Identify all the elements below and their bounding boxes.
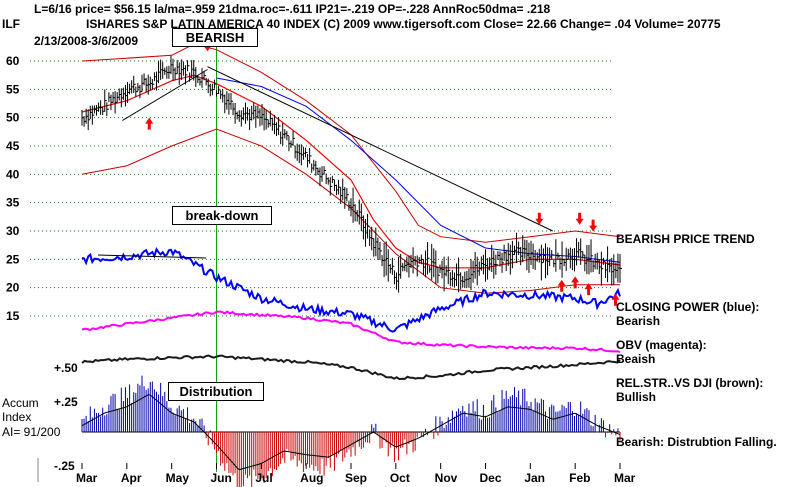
x-tick-label: Apr [121, 471, 142, 485]
minus25-label: -.25 [54, 459, 75, 473]
x-tick-label: Jul [255, 471, 272, 485]
buy-arrow-0 [145, 117, 154, 130]
y-tick-label: 40 [6, 167, 20, 181]
sell-arrow-1 [535, 212, 544, 225]
accum-ai: AI= 91/200 [2, 425, 61, 439]
x-tick-label: Jan [524, 471, 545, 485]
y-tick-label: 50 [6, 111, 20, 125]
distribution-box: Distribution [168, 382, 264, 401]
buy-arrow-4 [611, 293, 620, 306]
x-tick-label: Mar [614, 471, 636, 485]
chart-title: ISHARES S&P LATIN AMERICA 40 INDEX (C) 2… [86, 17, 721, 31]
x-tick-label: Feb [569, 471, 590, 485]
symbol-label: ILF [2, 17, 20, 31]
x-tick-label: Mar [76, 471, 98, 485]
price-trend-label: BEARISH PRICE TREND [616, 232, 755, 246]
relstr-label: REL.STR..VS DJI (brown): [616, 376, 764, 390]
x-tick-label: Jun [211, 471, 232, 485]
y-tick-label: 15 [6, 309, 20, 323]
x-tick-label: Dec [480, 471, 502, 485]
date-range: 2/13/2008-3/6/2009 [34, 34, 139, 48]
sell-arrow-2 [575, 212, 584, 225]
grid-layer [30, 45, 612, 472]
sell-arrow-3 [589, 219, 598, 232]
trendline-1 [207, 66, 553, 232]
closing-power-label: CLOSING POWER (blue): [616, 300, 760, 314]
x-tick-label: May [166, 471, 190, 485]
plus25-label: +.25 [54, 395, 78, 409]
breakdown-box: break-down [172, 206, 272, 225]
buy-arrow-3 [584, 283, 593, 296]
x-tick-label: Sep [345, 471, 367, 485]
y-tick-label: 30 [6, 224, 20, 238]
obv-value: Beaish [616, 352, 656, 366]
bearish-box: BEARISH [172, 28, 258, 47]
y-tick-label: 35 [6, 196, 20, 210]
relstr-line [81, 354, 621, 381]
arrow-layer [145, 39, 620, 306]
y-tick-label: 45 [6, 139, 20, 153]
accum-title: Accum [2, 396, 39, 410]
cp-trendline [97, 254, 207, 259]
accum-sub: Index [2, 410, 32, 424]
closing-power-value: Bearish [616, 314, 661, 328]
y-tick-label: 20 [6, 281, 20, 295]
obv-label: OBV (magenta): [616, 338, 707, 352]
axis-layer: 60 55 50 45 40 35 30 25 20 15 Mar Apr May Jun Jul Aug Se… [6, 54, 636, 485]
x-tick-label: Nov [435, 471, 458, 485]
x-tick-label: Oct [390, 471, 410, 485]
header-line1: L=6/16 price= $56.15 la/ma=.959 21dma.ro… [34, 2, 551, 16]
x-tick-label: Aug [300, 471, 323, 485]
y-tick-label: 60 [6, 54, 20, 68]
indicator-layer [81, 247, 621, 381]
buy-arrow-1 [557, 279, 566, 292]
y-tick-label: 55 [6, 82, 20, 96]
obv-line [81, 310, 621, 354]
relstr-value: Bullish [616, 390, 657, 404]
y-tick-label: 25 [6, 252, 20, 266]
closing-power-line [81, 247, 621, 333]
price-layer [81, 55, 622, 293]
accum-note: Bearish: Distrubtion Falling. [616, 435, 777, 449]
trendline-0 [122, 69, 208, 121]
ma-blue-line [216, 77, 621, 263]
plus50-label: +.50 [54, 361, 78, 375]
accum-ma-line [81, 394, 621, 471]
buy-arrow-2 [571, 276, 580, 289]
ma21-line [81, 74, 621, 269]
accumulation-layer [81, 375, 621, 487]
